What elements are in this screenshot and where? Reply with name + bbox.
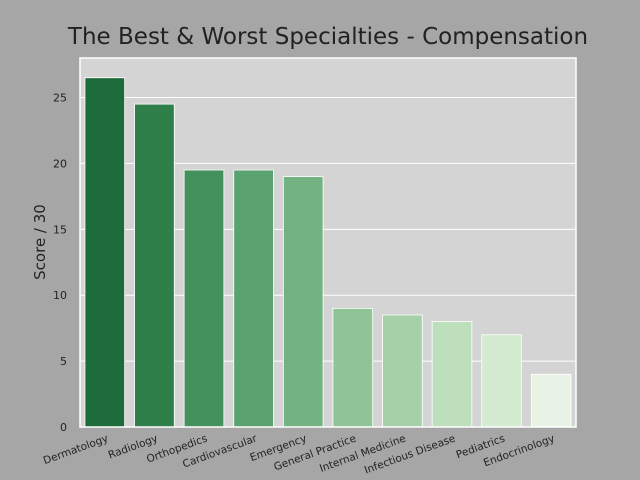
bar-cardiovascular [233,169,274,428]
y-tick-label: 0 [60,421,67,434]
x-tick-label: Dermatology [42,433,110,468]
chart-title: The Best & Worst Specialties - Compensat… [67,24,588,50]
y-axis-label: Score / 30 [31,204,49,280]
plot-frame [79,57,577,428]
bar-internal-medicine [382,314,423,428]
y-tick-label: 15 [53,223,67,236]
y-tick-label: 5 [60,355,67,368]
bar-general-practice [332,307,374,428]
bar-radiology [134,103,175,428]
bar-emergency [282,176,324,428]
bar-pediatrics [481,334,522,428]
y-tick-label: 20 [53,157,67,170]
y-tick-label: 10 [53,289,67,302]
x-tick-labels: DermatologyRadiologyOrthopedicsCardiovas… [42,432,557,476]
y-tick-labels: 0 5 10 15 20 25 [53,92,67,434]
bars [84,77,572,428]
y-tick-label: 25 [53,92,67,105]
bar-infectious-disease [431,321,473,428]
bar-orthopedics [183,169,225,428]
bar-endocrinology [530,373,572,428]
bar-dermatology [84,77,126,428]
